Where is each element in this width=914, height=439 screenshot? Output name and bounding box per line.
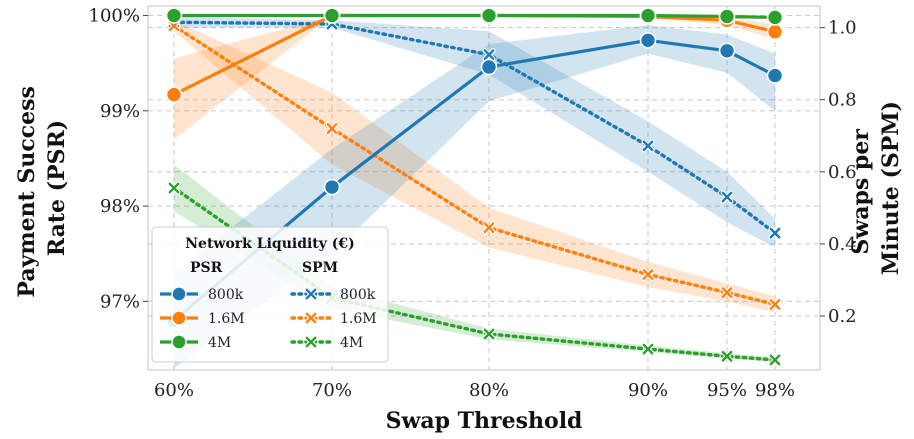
point-psr-4m (766, 9, 784, 26)
x-marker-stroke (305, 336, 317, 348)
x-marker-stroke (721, 350, 733, 362)
point-spm-1-6m (768, 297, 782, 311)
point-spm-1-6m (641, 267, 655, 281)
x-tick-label: 98% (755, 380, 795, 401)
point-spm-1-6m (325, 122, 339, 136)
band-spm-800k (174, 16, 775, 248)
band-spm-1-6m (174, 20, 775, 313)
x-marker-stroke (642, 269, 654, 280)
point-spm-800k (720, 190, 734, 204)
left-y-tick-label: 97% (100, 291, 140, 312)
point-psr-800k (718, 42, 736, 60)
plot-frame (147, 5, 821, 371)
point-spm-1-6m (482, 221, 496, 235)
x-tick-label: 90% (628, 380, 668, 401)
x-marker-stroke (769, 227, 781, 239)
right-y-axis-title-line-2: Minute (SPM) (878, 101, 904, 275)
point-psr-800k (323, 178, 341, 196)
left-y-tick-label: 98% (100, 196, 140, 217)
point-psr-800k (480, 58, 498, 76)
right-y-tick-label: 1.0 (828, 18, 857, 39)
right-y-tick-label: 0.4 (828, 234, 857, 255)
x-marker-stroke (721, 287, 733, 298)
line-psr-800k (172, 38, 776, 322)
point-psr-4m (165, 7, 183, 24)
point-spm-4m (167, 181, 181, 195)
x-marker-stroke (769, 354, 781, 366)
legend-spm-marker-4m (304, 335, 318, 349)
legend-rows: 800k 800k 1.6M 1.6M 4M 4M (160, 286, 377, 351)
x-marker-stroke (483, 222, 495, 234)
legend-psr-marker-4m (171, 334, 187, 350)
point-psr-1-6m (766, 23, 784, 41)
right-y-tick-label: 0.8 (828, 90, 857, 111)
line-spm-800k (172, 20, 777, 235)
axis-layer: 60% 70% 80% 90% 95% 98% 97% 98% 99% 100% 0.2 0.4 0.6… (89, 6, 857, 401)
legend: Network Liquidity (€) PSR SPM 800k 800k 1.… (151, 226, 389, 363)
left-y-tick-label: 100% (89, 6, 140, 27)
point-psr-800k (639, 32, 657, 49)
x-marker-stroke (168, 182, 180, 194)
point-spm-4m (768, 353, 782, 367)
left-y-axis-title: Payment Success Rate (PSR) (14, 78, 70, 297)
legend-spm-label-4m: 4M (340, 335, 363, 351)
point-spm-1-6m (720, 286, 734, 300)
x-axis-title: Swap Threshold (386, 408, 583, 434)
point-psr-4m (639, 7, 657, 24)
legend-psr-marker-1-6m (171, 310, 187, 326)
right-y-axis-title-line-1: Swaps per (848, 129, 874, 255)
point-spm-800k (768, 226, 782, 240)
left-y-axis-title-line-1: Payment Success (14, 86, 40, 298)
x-marker-stroke (326, 123, 338, 134)
point-psr-1-6m (165, 86, 183, 103)
point-psr-4m (323, 7, 341, 24)
x-marker-stroke (721, 191, 733, 203)
x-marker-stroke (305, 312, 317, 324)
legend-psr-label-4m: 4M (208, 335, 231, 351)
legend-psr-label-800k: 800k (208, 287, 244, 303)
point-spm-4m (482, 327, 496, 341)
right-y-tick-label: 0.2 (828, 306, 857, 327)
left-y-tick-label: 99% (100, 101, 140, 122)
legend-header-spm: SPM (302, 260, 338, 276)
point-spm-800k (482, 48, 496, 62)
legend-psr-label-1-6m: 1.6M (208, 311, 245, 327)
x-tick-label: 95% (707, 380, 747, 401)
point-spm-4m (720, 349, 734, 363)
x-marker-stroke (642, 343, 654, 355)
x-tick-label: 80% (469, 380, 509, 401)
right-y-axis-title: Swaps per Minute (SPM) (848, 101, 904, 275)
x-marker-stroke (642, 140, 654, 152)
series-markers (165, 7, 784, 367)
legend-header-psr: PSR (190, 260, 223, 276)
legend-spm-label-800k: 800k (340, 287, 376, 303)
x-marker-stroke (305, 288, 317, 300)
legend-psr-marker-800k (171, 286, 187, 302)
left-y-axis-title-line-2: Rate (PSR) (44, 120, 70, 256)
point-psr-4m (480, 7, 498, 24)
x-tick-label: 60% (154, 380, 194, 401)
line-spm-1-6m (172, 24, 777, 307)
x-marker-stroke (769, 299, 781, 310)
right-y-tick-label: 0.6 (828, 162, 857, 183)
legend-spm-label-1-6m: 1.6M (340, 311, 377, 327)
band-psr-800k (174, 25, 775, 369)
x-tick-label: 70% (312, 380, 352, 401)
legend-box (151, 226, 389, 363)
x-marker-stroke (483, 49, 495, 61)
x-marker-stroke (483, 328, 495, 340)
legend-spm-marker-800k (304, 287, 318, 301)
legend-title: Network Liquidity (€) (185, 236, 355, 252)
point-psr-4m (718, 8, 736, 25)
point-spm-4m (641, 342, 655, 356)
point-psr-800k (766, 67, 784, 84)
point-spm-800k (641, 139, 655, 153)
legend-spm-marker-1-6m (304, 311, 318, 325)
